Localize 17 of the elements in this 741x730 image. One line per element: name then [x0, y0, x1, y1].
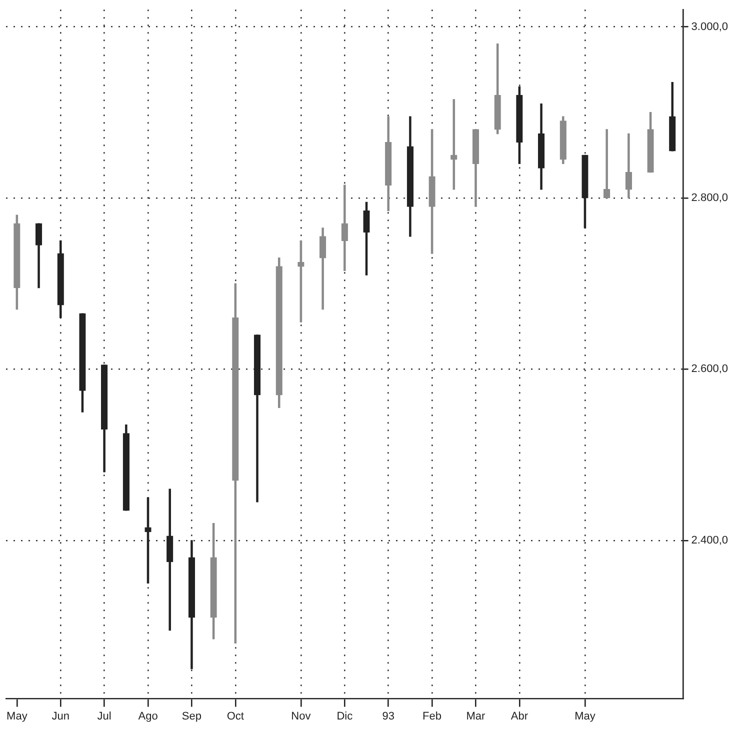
x-tick-label: Abr: [510, 710, 528, 722]
x-tick-label: Dic: [336, 710, 354, 722]
x-tick-label: May: [6, 710, 28, 722]
x-tick-label: Mar: [466, 710, 486, 722]
x-tick-label: Feb: [422, 710, 442, 722]
x-tick-label: Nov: [291, 710, 312, 722]
y-tick-label: 3.000,0: [691, 20, 728, 33]
x-tick-label: Oct: [226, 710, 244, 722]
x-tick-label: 93: [382, 710, 394, 722]
y-tick-label: 2.600,0: [691, 363, 728, 376]
x-tick-label: May: [574, 710, 596, 722]
y-tick-label: 2.400,0: [691, 534, 728, 546]
y-tick-label: 2.800,0: [691, 192, 728, 204]
x-tick-label: Jun: [52, 710, 70, 722]
x-tick-label: Ago: [138, 710, 158, 722]
x-tick-label: Sep: [182, 710, 202, 722]
x-tick-label: Jul: [97, 710, 112, 722]
